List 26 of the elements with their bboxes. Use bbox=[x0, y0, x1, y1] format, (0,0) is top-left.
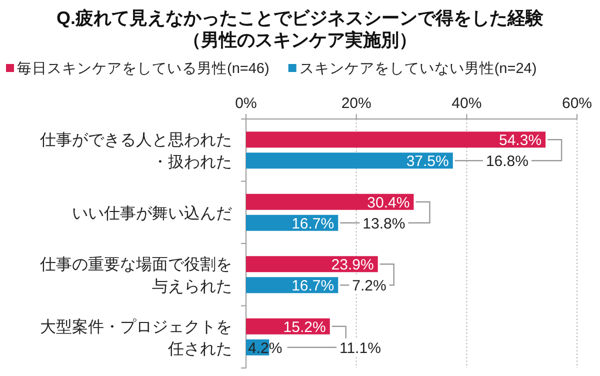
bar bbox=[246, 152, 453, 169]
data-label: 16.7% bbox=[292, 215, 334, 232]
x-tick-label: 40% bbox=[452, 95, 482, 112]
y-tick-label: いい仕事が舞い込んだ bbox=[72, 204, 232, 222]
annotation: 16.8% bbox=[486, 153, 528, 170]
chart-title: Q.疲れて見えなかったことでビジネスシーンで得をした経験（男性のスキンケア実施別） bbox=[56, 8, 544, 50]
x-tick-label: 60% bbox=[562, 95, 592, 112]
data-label: 30.4% bbox=[367, 194, 410, 212]
data-label: 16.7% bbox=[292, 278, 334, 295]
data-label: 37.5% bbox=[406, 153, 449, 170]
annotation: 11.1% bbox=[339, 340, 381, 357]
x-tick-label: 0% bbox=[235, 95, 257, 112]
annotation: 13.8% bbox=[362, 215, 406, 232]
y-tick-label: 仕事ができる人と思われた・扱われた bbox=[39, 131, 232, 172]
legend-label: スキンケアをしていない男性(n=24) bbox=[299, 60, 537, 77]
bar bbox=[246, 256, 378, 272]
bar bbox=[246, 194, 414, 210]
data-label: 54.3% bbox=[499, 132, 542, 150]
y-tick-label: 仕事の重要な場面で役割を与えられた bbox=[39, 256, 232, 296]
data-label: 15.2% bbox=[283, 318, 326, 336]
annotation: 7.2% bbox=[352, 278, 386, 295]
bar bbox=[246, 132, 546, 148]
y-tick-label: 大型案件・プロジェクトを任された bbox=[40, 318, 232, 358]
x-tick-label: 20% bbox=[341, 95, 372, 112]
data-label: 23.9% bbox=[331, 256, 374, 274]
legend-label: 毎日スキンケアをしている男性(n=46) bbox=[17, 60, 270, 77]
